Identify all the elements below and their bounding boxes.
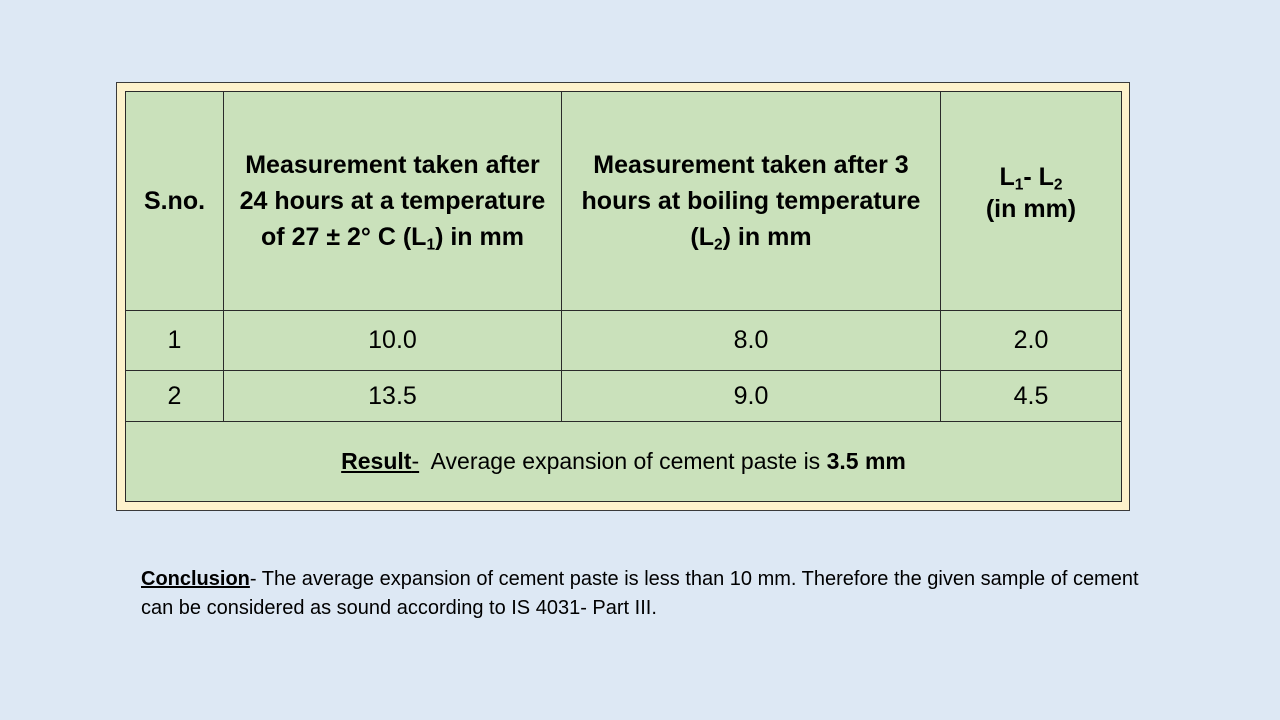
- cell-sno: 2: [125, 370, 224, 422]
- header-l2-subscript: 2: [714, 236, 723, 254]
- header-l1-text: Measurement taken after 24 hours at a te…: [239, 151, 546, 251]
- results-table: S.no. Measurement taken after 24 hours a…: [125, 91, 1122, 502]
- cell-l1: 10.0: [223, 310, 562, 371]
- header-l2: Measurement taken after 3 hours at boili…: [561, 91, 941, 311]
- header-row: S.no. Measurement taken after 24 hours a…: [125, 91, 1122, 311]
- results-table-frame: S.no. Measurement taken after 24 hours a…: [116, 82, 1130, 511]
- result-text: Average expansion of cement paste is: [419, 448, 827, 474]
- cell-difference: 4.5: [940, 370, 1122, 422]
- result-label: Result: [341, 448, 412, 474]
- header-l1: Measurement taken after 24 hours at a te…: [223, 91, 562, 311]
- table-row: 1 10.0 8.0 2.0: [125, 310, 1122, 371]
- cell-l2: 9.0: [561, 370, 941, 422]
- cell-l1: 13.5: [223, 370, 562, 422]
- header-diff-sub2: 2: [1053, 176, 1063, 194]
- header-l1-subscript: 1: [426, 236, 436, 254]
- header-l2-unit: ) in mm: [722, 223, 812, 251]
- header-difference: L1- L2 (in mm): [940, 91, 1122, 311]
- cell-sno: 1: [125, 310, 224, 371]
- header-diff-sub1: 1: [1014, 176, 1024, 194]
- header-diff-mid: - L: [1023, 163, 1054, 191]
- conclusion-paragraph: Conclusion- The average expansion of cem…: [141, 565, 1151, 623]
- cell-difference: 2.0: [940, 310, 1122, 371]
- header-l1-unit: ) in mm: [435, 223, 524, 251]
- result-value: 3.5 mm: [826, 448, 906, 474]
- header-sno: S.no.: [125, 91, 224, 311]
- result-dash: -: [411, 448, 420, 474]
- result-row: Result- Average expansion of cement past…: [125, 421, 1122, 502]
- result-cell: Result- Average expansion of cement past…: [125, 421, 1122, 502]
- conclusion-label: Conclusion: [141, 568, 250, 590]
- header-diff-l: L: [999, 163, 1015, 191]
- header-l2-text: Measurement taken after 3 hours at boili…: [581, 151, 921, 251]
- header-diff-unit: (in mm): [985, 195, 1077, 223]
- conclusion-text: - The average expansion of cement paste …: [141, 568, 1139, 619]
- table-row: 2 13.5 9.0 4.5: [125, 370, 1122, 422]
- cell-l2: 8.0: [561, 310, 941, 371]
